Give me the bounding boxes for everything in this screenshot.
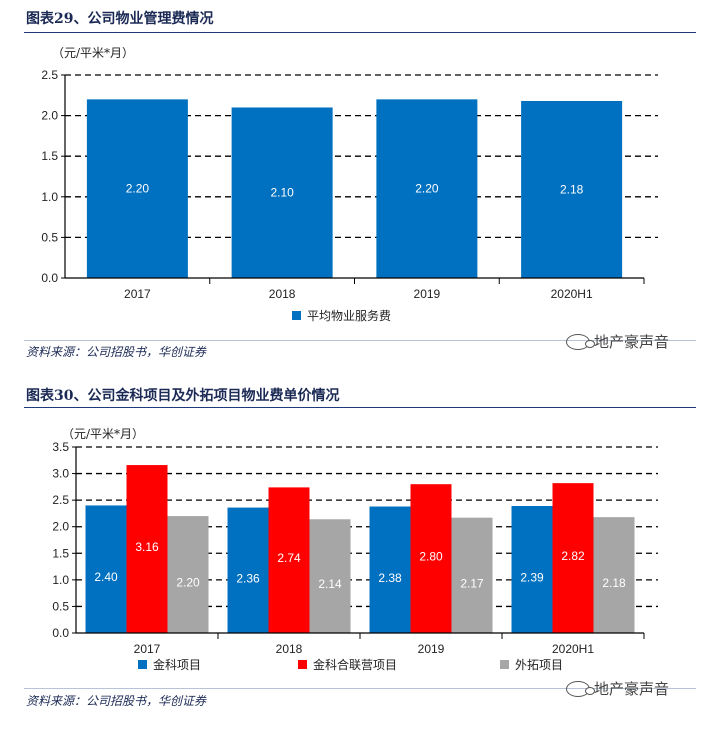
data-label: 2.20 [415, 182, 439, 196]
x-tick-label: 2017 [124, 287, 151, 301]
legend-label: 金科项目 [153, 657, 201, 672]
y-tick-label: 1.0 [52, 573, 69, 587]
y-tick-label: 3.5 [52, 440, 69, 454]
bar [451, 517, 493, 633]
watermark: 地产豪声音 [566, 678, 669, 699]
legend-label: 外拓项目 [515, 658, 563, 672]
legend-label: 平均物业服务费 [307, 308, 391, 323]
x-tick-label: 2020H1 [552, 642, 594, 656]
bar [511, 505, 553, 633]
data-label: 2.74 [277, 551, 301, 565]
x-tick-label: 2018 [276, 642, 303, 656]
bar [376, 99, 478, 278]
data-label: 2.20 [176, 576, 200, 590]
bar [521, 100, 623, 278]
legend-swatch [292, 311, 301, 320]
x-tick-label: 2019 [414, 287, 441, 301]
bar [85, 505, 127, 633]
bar [552, 483, 594, 633]
data-label: 2.18 [560, 182, 584, 196]
legend-swatch [138, 660, 147, 669]
data-label: 2.18 [602, 576, 626, 590]
bar [167, 516, 209, 633]
y-tick-label: 1.5 [52, 546, 69, 560]
wechat-icon [566, 680, 595, 697]
chart-29-title: 图表29、公司物业管理费情况 [26, 11, 214, 27]
bar [369, 506, 411, 633]
title-rule [24, 32, 696, 33]
bar [593, 517, 635, 633]
watermark-text: 地产豪声音 [594, 680, 670, 698]
source-note: 资料来源：公司招股书，华创证券 [26, 694, 207, 708]
y-tick-label: 2.0 [52, 520, 69, 534]
y-tick-label: 2.5 [41, 68, 58, 82]
data-label: 3.16 [135, 540, 159, 554]
wechat-icon [566, 333, 595, 350]
data-label: 2.20 [126, 182, 150, 196]
legend-swatch [298, 660, 307, 669]
source-note: 资料来源：公司招股书，华创证券 [26, 345, 207, 359]
y-tick-label: 2.0 [41, 109, 58, 123]
y-tick-label: 0.5 [41, 230, 58, 244]
legend-label: 金科合联营项目 [313, 657, 397, 672]
data-label: 2.39 [520, 570, 544, 584]
bar [268, 487, 310, 633]
source-rule [24, 688, 696, 689]
y-tick-label: 1.5 [41, 149, 58, 163]
data-label: 2.38 [378, 571, 402, 585]
y-tick-label: 0.5 [52, 599, 69, 613]
x-tick-label: 2017 [134, 642, 161, 656]
bar [410, 484, 452, 633]
data-label: 2.40 [94, 570, 118, 584]
x-tick-label: 2018 [269, 287, 296, 301]
y-tick-label: 0.0 [41, 271, 58, 285]
x-tick-label: 2019 [418, 642, 445, 656]
y-tick-label: 0.0 [52, 626, 69, 640]
data-label: 2.14 [318, 577, 342, 591]
title-rule [24, 407, 696, 408]
bar [227, 507, 269, 633]
watermark: 地产豪声音 [566, 331, 669, 352]
y-tick-label: 3.0 [52, 467, 69, 481]
chart-30-plot: 0.0 0.5 1.0 1.5 2.0 2.5 3.0 3.5 2.40 3.16 2.20 2017… [52, 440, 658, 672]
data-label: 2.82 [561, 549, 585, 563]
legend-swatch [500, 660, 509, 669]
chart-30-title: 图表30、公司金科项目及外拓项目物业费单价情况 [26, 388, 340, 404]
data-label: 2.17 [460, 576, 484, 590]
x-tick-label: 2020H1 [551, 287, 593, 301]
chart-29-plot: 0.0 0.5 1.0 1.5 2.0 2.5 2.20 2017 2.10 2018 2.20 20… [41, 68, 658, 323]
watermark-text: 地产豪声音 [594, 333, 670, 351]
y-tick-label: 2.5 [52, 493, 69, 507]
source-rule [24, 340, 696, 341]
bar [126, 465, 168, 633]
bar [86, 99, 188, 278]
unit-label: （元/平米*月） [62, 427, 145, 441]
bar [309, 519, 351, 633]
y-tick-label: 1.0 [41, 190, 58, 204]
unit-label: （元/平米*月） [52, 46, 135, 60]
bar [231, 107, 333, 278]
data-label: 2.36 [236, 571, 260, 585]
data-label: 2.10 [270, 186, 294, 200]
data-label: 2.80 [419, 550, 443, 564]
